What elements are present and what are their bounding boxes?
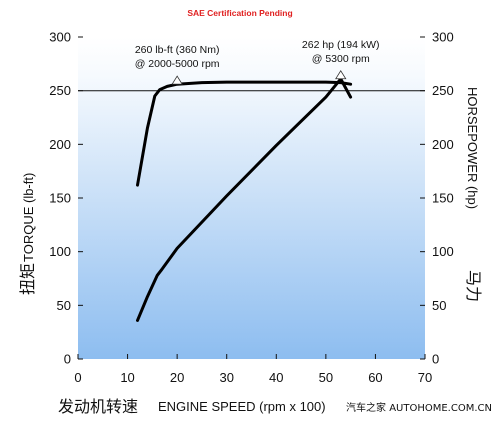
torque-series-line bbox=[136, 80, 353, 187]
right-tick-label: 200 bbox=[432, 137, 454, 152]
x-ticks: 0 10 20 30 40 50 60 70 bbox=[74, 354, 432, 385]
peak-annotation-line1: 262 hp (194 kW) bbox=[302, 39, 380, 51]
right-tick-label: 150 bbox=[432, 191, 454, 206]
left-tick-label: 250 bbox=[49, 83, 71, 98]
right-axis-label-cn: 马力 bbox=[464, 270, 483, 302]
left-tick-label: 300 bbox=[49, 30, 71, 45]
right-axis-label: HORSEPOWER (hp) bbox=[465, 87, 480, 209]
peak-marker bbox=[171, 75, 183, 85]
right-tick-label: 50 bbox=[432, 298, 446, 313]
x-axis-label: ENGINE SPEED (rpm x 100) bbox=[158, 399, 326, 414]
left-tick-label: 100 bbox=[49, 244, 71, 259]
left-tick-label: 150 bbox=[49, 191, 71, 206]
x-tick-label: 40 bbox=[269, 370, 283, 385]
right-tick-label: 250 bbox=[432, 83, 454, 98]
horsepower-series-line bbox=[136, 77, 353, 322]
x-tick-label: 20 bbox=[170, 370, 184, 385]
watermark: 汽车之家 AUTOHOME.COM.CN bbox=[346, 401, 492, 414]
x-tick-label: 10 bbox=[120, 370, 134, 385]
left-tick-label: 0 bbox=[64, 352, 71, 367]
left-tick-label: 50 bbox=[57, 298, 71, 313]
peak-marker bbox=[335, 70, 347, 80]
x-tick-label: 60 bbox=[368, 370, 382, 385]
right-tick-label: 0 bbox=[432, 352, 439, 367]
left-axis-label-cn: 扭矩 bbox=[18, 263, 37, 295]
x-tick-label: 70 bbox=[418, 370, 432, 385]
left-tick-label: 200 bbox=[49, 137, 71, 152]
chart-title: SAE Certification Pending bbox=[187, 8, 292, 18]
x-tick-label: 0 bbox=[74, 370, 81, 385]
x-tick-label: 50 bbox=[319, 370, 333, 385]
annotation-group: 260 lb-ft (360 Nm) @ 2000-5000 rpm 262 hp … bbox=[135, 39, 380, 85]
peak-annotation-line2: @ 5300 rpm bbox=[312, 53, 370, 65]
right-y-ticks: 0 50 100 150 200 250 300 bbox=[420, 30, 454, 367]
right-tick-label: 300 bbox=[432, 30, 454, 45]
x-tick-label: 30 bbox=[219, 370, 233, 385]
x-axis-label-cn: 发动机转速 bbox=[58, 397, 138, 416]
left-y-ticks: 0 50 100 150 200 250 300 bbox=[49, 30, 83, 367]
right-tick-label: 100 bbox=[432, 244, 454, 259]
peak-annotation-line2: @ 2000-5000 rpm bbox=[135, 58, 220, 70]
left-axis-label: TORQUE (lb-ft) bbox=[21, 173, 36, 262]
series-group bbox=[136, 77, 353, 322]
peak-annotation-line1: 260 lb-ft (360 Nm) bbox=[135, 44, 220, 56]
plot-area bbox=[78, 37, 425, 359]
